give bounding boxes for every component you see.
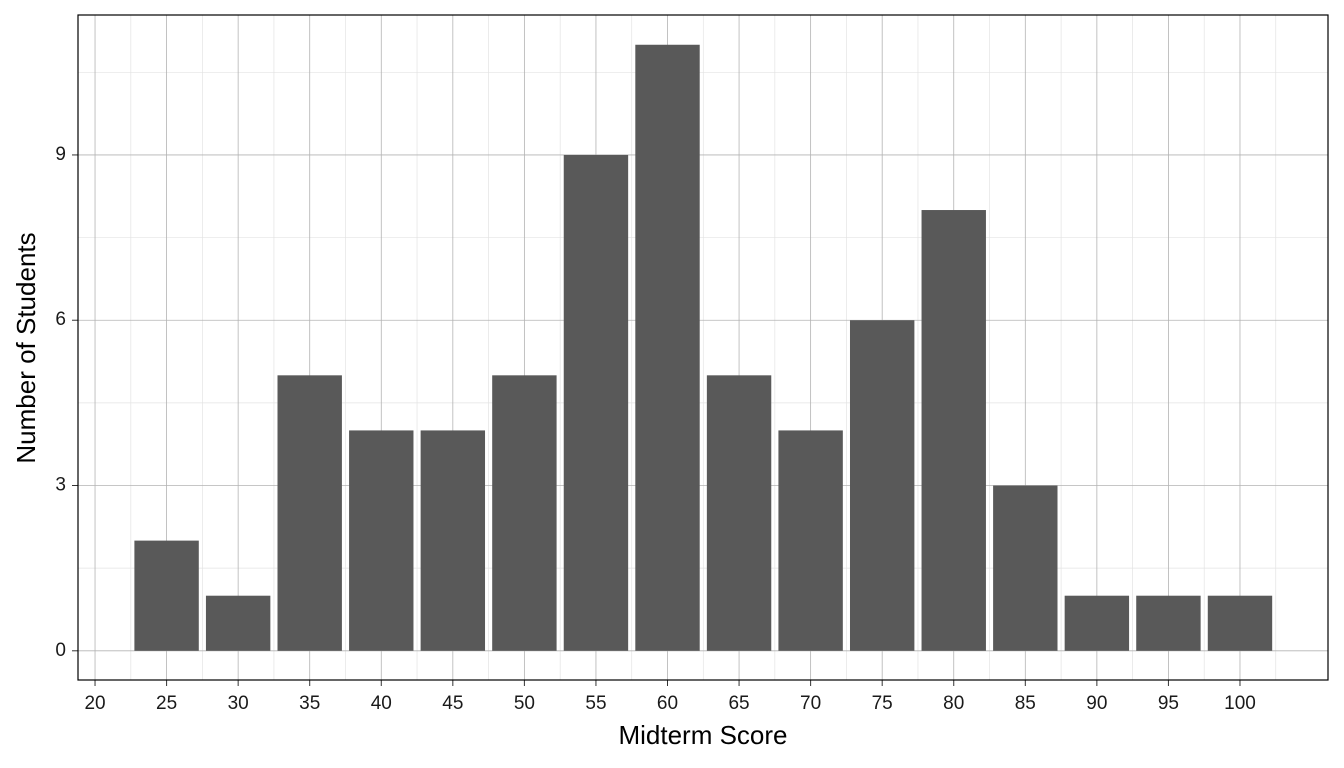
x-tick-label: 80	[943, 693, 964, 714]
bar	[1064, 595, 1130, 651]
x-tick-label: 70	[800, 693, 821, 714]
x-axis-title: Midterm Score	[618, 720, 787, 750]
y-tick-label: 3	[55, 475, 66, 496]
bar	[993, 485, 1058, 651]
x-tick-label: 75	[872, 693, 893, 714]
x-tick-label: 55	[585, 693, 606, 714]
bar	[420, 430, 486, 651]
x-tick-label: 30	[228, 693, 249, 714]
bar	[1136, 595, 1201, 651]
bar	[563, 154, 629, 651]
bar	[205, 595, 271, 651]
panel-border	[77, 14, 1329, 681]
x-tick-label: 35	[299, 693, 320, 714]
y-tick-label: 0	[55, 640, 66, 661]
bar	[921, 210, 986, 651]
x-tick-label: 50	[514, 693, 535, 714]
x-tick-label: 40	[371, 693, 392, 714]
x-tick-label: 85	[1015, 693, 1036, 714]
bar	[706, 375, 772, 651]
bar	[778, 430, 843, 651]
y-axis-title: Number of Students	[11, 232, 41, 463]
x-tick-label: 60	[657, 693, 678, 714]
bar	[1207, 595, 1273, 651]
bar	[492, 375, 557, 651]
bar	[849, 320, 915, 651]
x-tick-label: 95	[1158, 693, 1179, 714]
x-tick-label: 45	[442, 693, 463, 714]
x-tick-label: 90	[1086, 693, 1107, 714]
x-tick-label: 25	[156, 693, 177, 714]
bar	[349, 430, 414, 651]
x-tick-label: 20	[84, 693, 105, 714]
x-tick-label: 100	[1224, 693, 1256, 714]
bar	[635, 44, 700, 651]
y-tick-label: 6	[55, 309, 66, 330]
y-tick-label: 9	[55, 144, 66, 165]
bar	[134, 540, 199, 651]
bar	[277, 375, 342, 651]
x-tick-label: 65	[728, 693, 749, 714]
